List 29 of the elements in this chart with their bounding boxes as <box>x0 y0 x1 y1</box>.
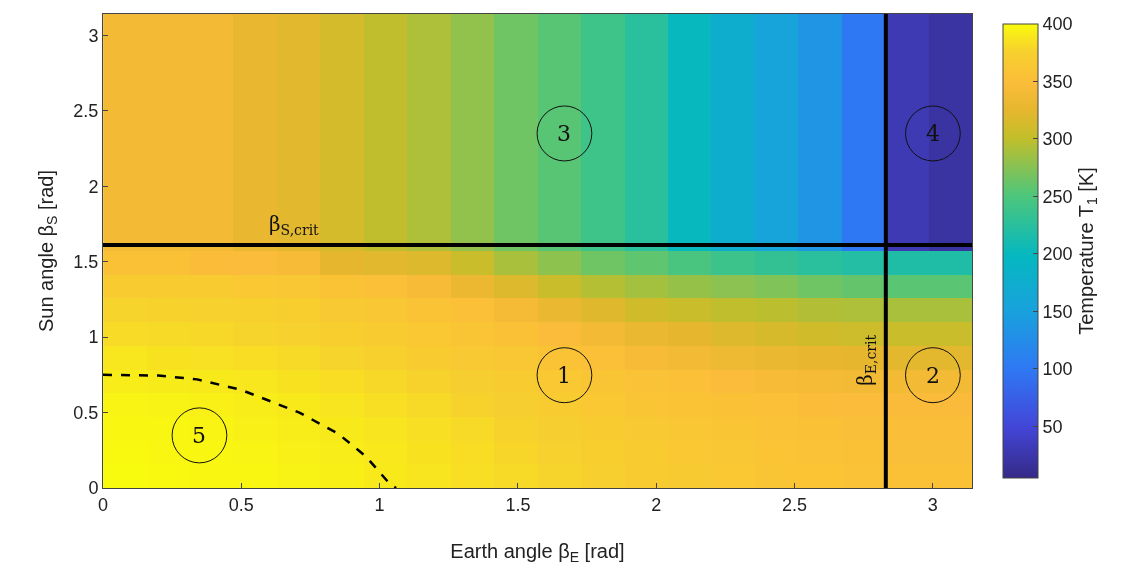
color-bar-label: 200 <box>1042 244 1073 265</box>
y-tick-label: 3 <box>88 25 99 46</box>
line-series <box>103 373 398 488</box>
x-tick-label: 2 <box>651 494 662 515</box>
color-bar-label: 150 <box>1042 301 1073 322</box>
x-tick-label: 3 <box>927 494 938 515</box>
annotation: 3 <box>557 121 571 146</box>
y-tick-label: 1 <box>88 327 99 348</box>
color-bar-label: 250 <box>1042 186 1073 207</box>
annotation: 1 <box>557 363 571 388</box>
x-tick-label: 2.5 <box>782 494 808 515</box>
annotation: 2 <box>926 363 940 388</box>
annotation: 4 <box>926 121 940 146</box>
y-tick-label: 2 <box>88 176 99 197</box>
color-bar-label: 350 <box>1042 71 1073 92</box>
x-tick-label: 1.5 <box>505 494 531 515</box>
y-tick-label: 2.5 <box>73 101 99 122</box>
color-bar-label: 50 <box>1042 416 1063 437</box>
y-tick-label: 1.5 <box>73 251 99 272</box>
color-bar-label: 300 <box>1042 129 1073 150</box>
annotation: 5 <box>192 423 206 448</box>
x-tick-label: 0.5 <box>228 494 254 515</box>
y-tick-label: 0 <box>88 478 99 499</box>
ref-line-label: β$_{S,crit}$ <box>269 212 320 239</box>
color-bar-label: 400 <box>1042 14 1073 35</box>
y-tick-label: 0.5 <box>73 402 99 423</box>
x-axis-title: Earth angle β$_{E}$ [rad] <box>450 540 625 566</box>
color-bar-label: 100 <box>1042 359 1073 380</box>
x-tick-label: 1 <box>374 494 385 515</box>
